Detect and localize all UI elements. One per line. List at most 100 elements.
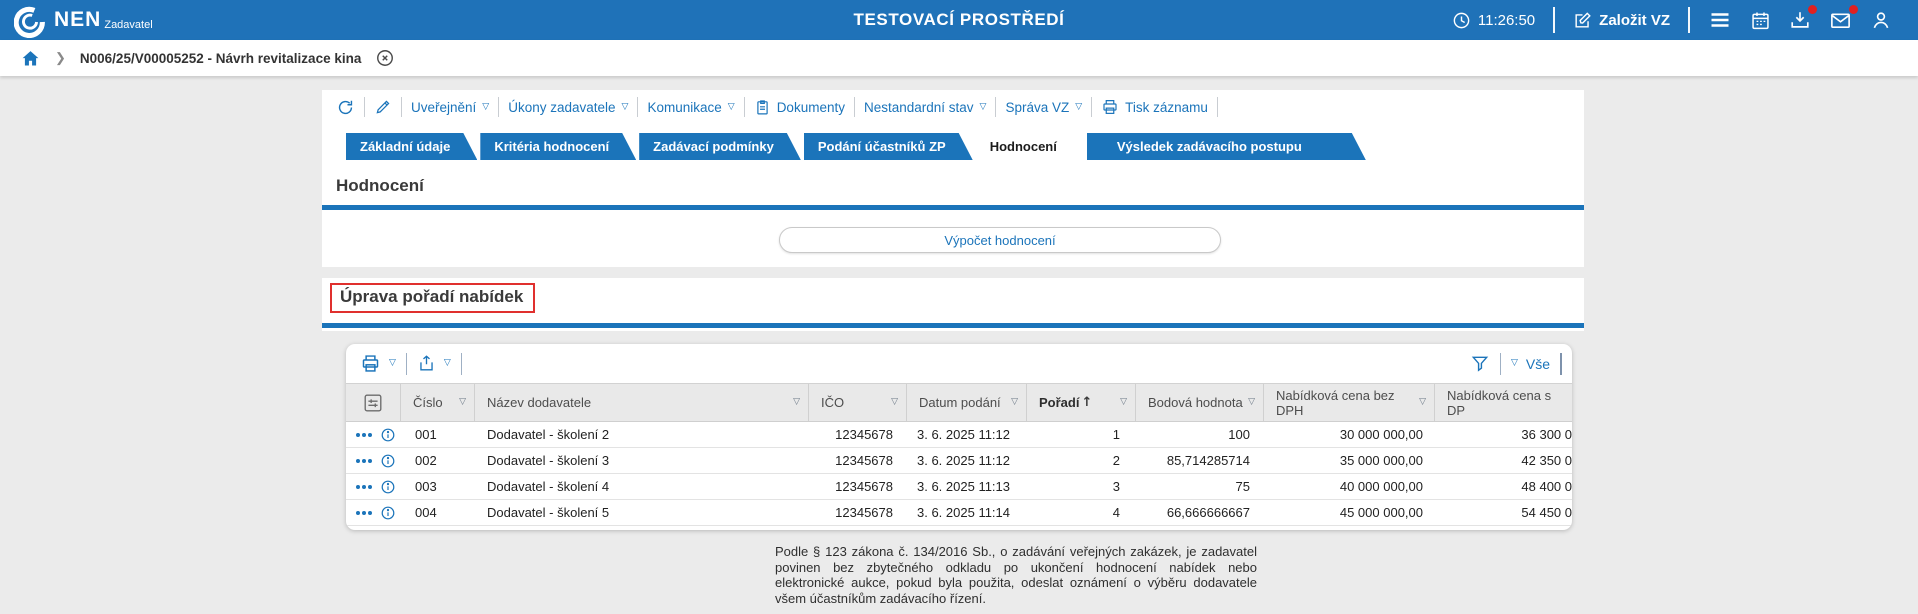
row-actions-icon[interactable]: [356, 458, 372, 463]
envelope-icon: [1831, 12, 1850, 28]
section-title-hodnoceni: Hodnocení: [336, 176, 424, 195]
chevron-down-icon: ▽: [482, 101, 490, 112]
create-vz-button[interactable]: Založit VZ: [1573, 11, 1670, 30]
row-actions-icon[interactable]: [356, 432, 372, 437]
header-divider: [1688, 7, 1690, 33]
print-table-button[interactable]: ▽: [360, 353, 396, 374]
toolbar-item-tisk-zaznamu[interactable]: Tisk záznamu: [1101, 98, 1208, 116]
person-icon: [1873, 12, 1889, 29]
vypocet-hodnoceni-button[interactable]: Výpočet hodnocení: [779, 227, 1221, 253]
row-actions-icon[interactable]: [356, 484, 372, 489]
nen-logo-icon: [14, 6, 46, 38]
inbox-button[interactable]: [1789, 5, 1817, 31]
cell-ico: 12345678: [835, 427, 893, 442]
filter-scope-dropdown[interactable]: ▽ Vše: [1510, 355, 1550, 372]
record-tabs: Základní údaje Kritéria hodnocení Zadáva…: [346, 133, 1369, 160]
column-header-bodova-hodnota[interactable]: Bodová hodnota ▽: [1136, 384, 1264, 421]
filter-button[interactable]: [1470, 354, 1490, 374]
tab-vysledek-zadavaciho-postupu[interactable]: Výsledek zadávacího postupu: [1087, 133, 1366, 160]
chevron-down-icon: ▽: [1075, 101, 1083, 112]
cell-datum: 3. 6. 2025 11:12: [917, 453, 1011, 468]
chevron-down-icon[interactable]: ▽: [389, 358, 396, 368]
column-header-cislo[interactable]: Číslo ▽: [401, 384, 475, 421]
calendar-icon: [1752, 11, 1769, 29]
filter-down-icon[interactable]: ▽: [1120, 397, 1127, 407]
toolbar-item-ukony-zadavatele[interactable]: Úkony zadavatele ▽: [508, 99, 629, 115]
filter-down-icon[interactable]: ▽: [1011, 397, 1018, 407]
column-header-nabidkova-cena-s-dph[interactable]: Nabídková cena s DP: [1447, 387, 1552, 418]
cell-nazev: Dodavatel - školení 3: [487, 453, 610, 468]
app-header: NEN Zadavatel TESTOVACÍ PROSTŘEDÍ 11:26:…: [0, 0, 1918, 40]
info-icon[interactable]: [380, 479, 396, 495]
record-title: N006/25/V00005252 - Návrh revitalizace k…: [79, 50, 362, 66]
cell-bodova-hodnota: 75: [1235, 479, 1250, 494]
cell-cena-s-dph: 42 350 0: [1521, 453, 1572, 468]
chevron-down-icon[interactable]: ▽: [443, 358, 451, 368]
filter-down-icon[interactable]: ▽: [1248, 397, 1255, 407]
table-row[interactable]: 001 Dodavatel - školení 2 12345678 3. 6.…: [346, 422, 1572, 448]
export-table-button[interactable]: ▽: [417, 354, 451, 373]
cell-cena-s-dph: 36 300 0: [1521, 427, 1572, 442]
toolbar-item-nestandardni-stav[interactable]: Nestandardní stav ▽: [863, 99, 987, 115]
cell-datum: 3. 6. 2025 11:13: [917, 479, 1011, 494]
funnel-icon: [1471, 356, 1489, 372]
row-actions-icon[interactable]: [356, 510, 372, 515]
header-actions: 11:26:50 Založit VZ: [1452, 0, 1918, 40]
home-icon[interactable]: [20, 48, 41, 69]
toolbar-item-uverejneni[interactable]: Uveřejnění ▽: [411, 99, 490, 115]
column-header-datum-podani[interactable]: Datum podání ▽: [907, 384, 1027, 421]
chevron-right-icon: ❯: [55, 50, 66, 65]
messages-button[interactable]: [1829, 4, 1858, 32]
filter-down-icon[interactable]: ▽: [1419, 397, 1426, 407]
pencil-icon: [376, 100, 390, 114]
info-icon[interactable]: [380, 453, 396, 469]
column-settings-button[interactable]: [346, 384, 401, 421]
close-record-icon[interactable]: [375, 48, 395, 68]
tab-zakladni-udaje[interactable]: Základní údaje: [346, 133, 477, 160]
toolbar-item-dokumenty[interactable]: Dokumenty: [754, 99, 845, 116]
tab-podani-ucastniku-zp[interactable]: Podání účastníků ZP: [804, 133, 973, 160]
calendar-button[interactable]: [1750, 10, 1771, 31]
user-profile-button[interactable]: [1870, 9, 1892, 31]
filter-down-icon[interactable]: ▽: [891, 397, 898, 407]
filter-down-icon[interactable]: ▽: [793, 397, 800, 407]
cell-datum: 3. 6. 2025 11:14: [917, 505, 1011, 520]
cell-cislo: 004: [415, 505, 437, 520]
legal-note: Podle § 123 zákona č. 134/2016 Sb., o za…: [775, 544, 1257, 606]
brand-role: Zadavatel: [104, 18, 153, 31]
tab-zadavaci-podminky[interactable]: Zadávací podmínky: [639, 133, 801, 160]
chevron-down-icon: ▽: [1510, 358, 1518, 368]
section-divider: [322, 267, 1584, 278]
table-row[interactable]: 004 Dodavatel - školení 5 12345678 3. 6.…: [346, 500, 1572, 526]
tab-hodnoceni[interactable]: Hodnocení: [976, 133, 1084, 160]
notification-badge: [1849, 4, 1858, 14]
brand-logo[interactable]: NEN Zadavatel: [0, 3, 153, 38]
cell-cena-bez-dph: 35 000 000,00: [1339, 453, 1423, 468]
table-row[interactable]: 003 Dodavatel - školení 4 12345678 3. 6.…: [346, 474, 1572, 500]
edit-record-button[interactable]: [374, 98, 392, 116]
table-row[interactable]: 002 Dodavatel - školení 3 12345678 3. 6.…: [346, 448, 1572, 474]
column-settings-icon: [364, 394, 382, 411]
toolbar-item-sprava-vz[interactable]: Správa VZ ▽: [1005, 99, 1083, 115]
column-header-ico[interactable]: IČO ▽: [809, 384, 907, 421]
refresh-button[interactable]: [336, 98, 355, 117]
table-toolbar: ▽ ▽ ▽ Vše: [346, 344, 1572, 383]
cell-nazev: Dodavatel - školení 5: [487, 505, 610, 520]
toolbar-item-komunikace[interactable]: Komunikace ▽: [647, 99, 735, 115]
cell-bodova-hodnota: 100: [1228, 427, 1250, 442]
cell-cena-bez-dph: 30 000 000,00: [1339, 427, 1423, 442]
chevron-down-icon: ▽: [621, 101, 629, 112]
document-icon: [756, 99, 768, 114]
column-header-poradi[interactable]: Pořadí ↑ ▽: [1027, 384, 1136, 421]
export-icon: [420, 355, 433, 371]
column-header-nazev-dodavatele[interactable]: Název dodavatele ▽: [475, 384, 809, 421]
info-icon[interactable]: [380, 427, 396, 443]
cell-bodova-hodnota: 85,714285714: [1166, 453, 1250, 468]
info-icon[interactable]: [380, 505, 396, 521]
column-header-nabidkova-cena-bez-dph[interactable]: Nabídková cena bez DPH ▽: [1264, 384, 1435, 421]
chevron-down-icon: ▽: [727, 101, 735, 112]
tab-kriteria-hodnoceni[interactable]: Kritéria hodnocení: [480, 133, 636, 160]
filter-down-icon[interactable]: ▽: [459, 397, 466, 407]
main-menu-button[interactable]: [1708, 8, 1732, 32]
